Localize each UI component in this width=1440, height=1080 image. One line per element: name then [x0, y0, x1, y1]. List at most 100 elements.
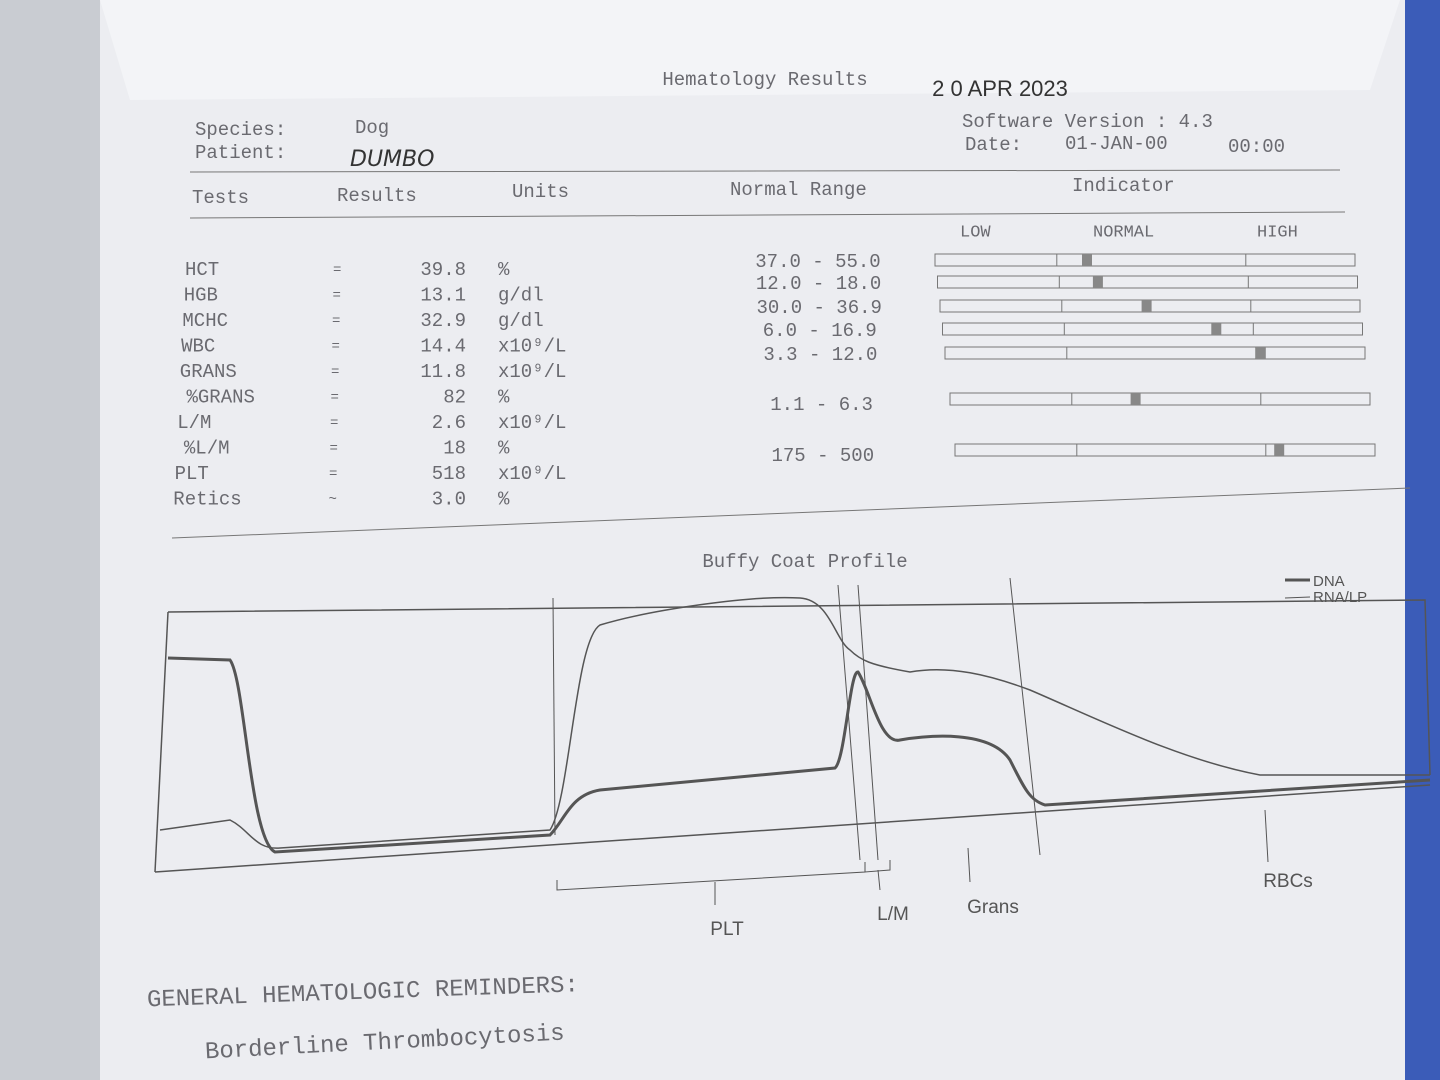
- range: 37.0 - 55.0: [755, 251, 880, 273]
- indicator-bar: [954, 443, 1376, 457]
- range: 6.0 - 16.9: [763, 320, 877, 342]
- frame: [154, 784, 1431, 873]
- label: Patient:: [195, 142, 286, 164]
- sign: =: [331, 390, 339, 406]
- result: 39.8: [420, 259, 466, 281]
- separator: [837, 584, 861, 861]
- units: g/dl: [498, 285, 544, 307]
- result: 518: [432, 463, 466, 485]
- shadow: [0, 0, 100, 1080]
- test: GRANS: [180, 361, 237, 383]
- separator: [552, 597, 556, 836]
- indicator-label: NORMAL: [1093, 223, 1154, 242]
- indicator-marker: [1211, 323, 1222, 335]
- units: g/dl: [498, 310, 544, 332]
- indicator-marker: [1130, 393, 1141, 405]
- stamp: 2 0 APR 2023: [932, 76, 1068, 101]
- value: Dog: [355, 117, 389, 139]
- indicator-bar: [934, 253, 1356, 267]
- sign: ~: [329, 492, 337, 508]
- units: %: [498, 387, 510, 409]
- dna-curve: [167, 656, 1431, 854]
- sign: =: [332, 339, 340, 355]
- legend-swatch: [1284, 596, 1311, 599]
- value: 00:00: [1228, 136, 1285, 158]
- separator: [1009, 577, 1041, 856]
- rule: [171, 487, 1411, 539]
- bracket: [864, 860, 891, 873]
- units: %: [498, 438, 510, 460]
- range: 3.3 - 12.0: [763, 344, 877, 366]
- rule: [189, 211, 1346, 219]
- test: MCHC: [182, 310, 228, 332]
- sign: =: [331, 365, 339, 381]
- indicator-bar: [944, 346, 1366, 360]
- axis-label: L/M: [877, 904, 909, 925]
- result: 32.9: [420, 310, 466, 332]
- indicator-label: LOW: [960, 223, 991, 242]
- axis-label: PLT: [710, 919, 744, 940]
- legend-entry: DNA: [1313, 573, 1345, 590]
- tick: [1264, 809, 1269, 863]
- rule: [189, 169, 1341, 173]
- title: Hematology Results: [662, 69, 867, 91]
- indicator-label: HIGH: [1257, 223, 1298, 242]
- units: x10⁹/L: [498, 463, 566, 485]
- units: %: [498, 489, 510, 511]
- indicator-bar: [937, 275, 1358, 289]
- column-header: Tests: [192, 187, 249, 209]
- test: PLT: [175, 463, 209, 485]
- folder-edge: [1405, 0, 1440, 1080]
- indicator-bar: [942, 322, 1363, 336]
- test: WBC: [181, 336, 215, 358]
- result: 13.1: [420, 285, 466, 307]
- test: HGB: [184, 285, 218, 307]
- sign: =: [330, 441, 338, 457]
- result: 14.4: [420, 336, 466, 358]
- units: x10⁹/L: [498, 412, 566, 434]
- test: HCT: [185, 259, 219, 281]
- result: 82: [443, 387, 466, 409]
- sign: =: [329, 467, 337, 483]
- legend-entry: RNA/LP: [1313, 589, 1367, 606]
- result: 2.6: [432, 412, 466, 434]
- tick: [967, 847, 971, 883]
- test: L/M: [177, 412, 211, 434]
- units: x10⁹/L: [498, 336, 566, 358]
- frame: [167, 599, 1431, 776]
- test: %L/M: [184, 438, 230, 460]
- range: 30.0 - 36.9: [756, 297, 881, 319]
- units: %: [498, 259, 510, 281]
- label: Species:: [195, 119, 286, 141]
- rna-curve: [159, 596, 1430, 849]
- sign: =: [333, 288, 341, 304]
- sign: =: [330, 416, 338, 432]
- column-header: Units: [512, 181, 569, 203]
- indicator-marker: [1082, 254, 1092, 266]
- software: Software Version : 4.3: [962, 111, 1213, 133]
- units: x10⁹/L: [498, 361, 566, 383]
- profile-chart: [154, 577, 1431, 905]
- result: 3.0: [432, 489, 466, 511]
- column-header: Results: [337, 185, 417, 207]
- indicator-marker: [1255, 347, 1266, 359]
- sign: =: [332, 314, 340, 330]
- frame: [154, 611, 169, 873]
- value: 01-JAN-00: [1065, 133, 1168, 155]
- range: 12.0 - 18.0: [756, 273, 881, 295]
- sign: =: [333, 263, 341, 279]
- axis-label: Grans: [967, 897, 1019, 918]
- results-table: Tests Results Units Normal Range Indicator LO…: [173, 175, 1376, 511]
- profile-title: Buffy Coat Profile: [702, 551, 907, 573]
- column-header: Normal Range: [730, 179, 867, 201]
- label: Date:: [965, 134, 1022, 156]
- test: Retics: [173, 489, 241, 511]
- separator: [857, 584, 879, 861]
- indicator-marker: [1141, 300, 1152, 312]
- indicator-marker: [1092, 276, 1103, 288]
- column-header: Indicator: [1072, 175, 1175, 197]
- indicator-bar: [949, 392, 1371, 406]
